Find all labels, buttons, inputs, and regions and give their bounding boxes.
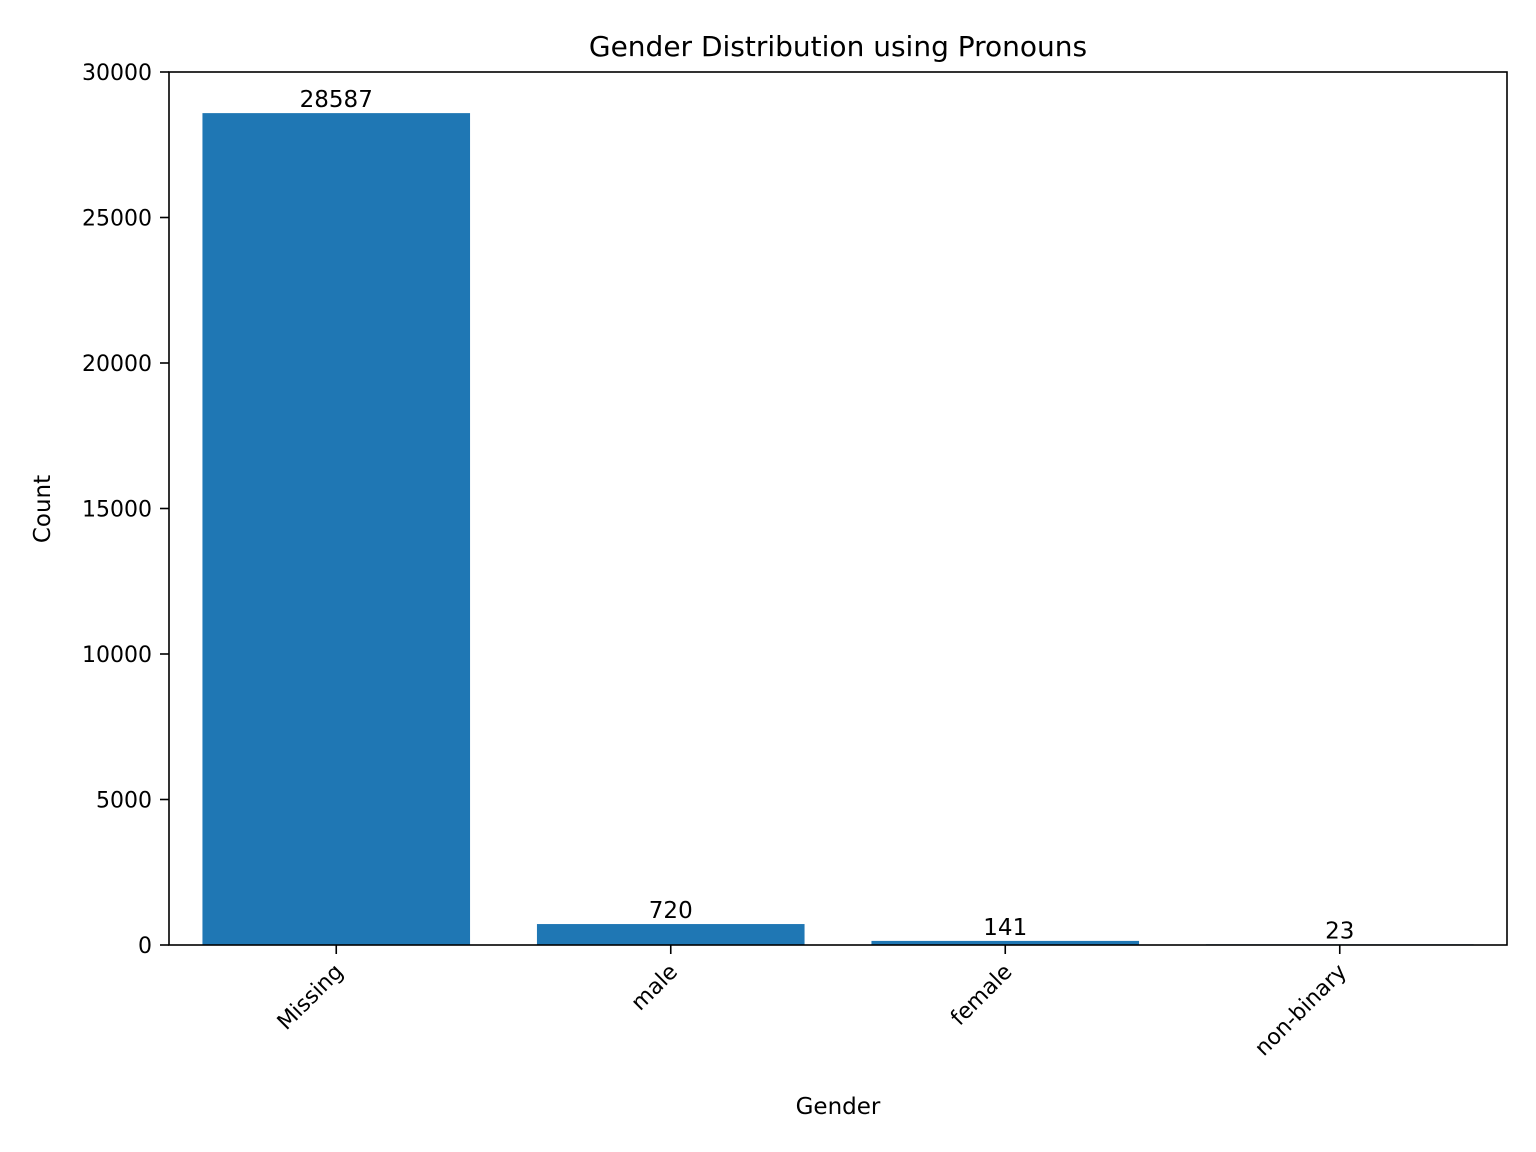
y-tick-label-25000: 25000 <box>82 207 152 232</box>
y-tick-label-15000: 15000 <box>82 498 152 523</box>
x-tick-label-non-binary: non-binary <box>1250 960 1352 1062</box>
y-tick-label-10000: 10000 <box>82 643 152 668</box>
x-tick-label-missing: Missing <box>273 960 349 1036</box>
chart-title: Gender Distribution using Pronouns <box>589 30 1087 63</box>
y-tick-label-0: 0 <box>138 934 152 959</box>
y-axis-title: Count <box>30 475 56 543</box>
y-tick-label-30000: 30000 <box>82 61 152 86</box>
x-tick-label-female: female <box>946 960 1017 1031</box>
data-label-non-binary: 23 <box>1325 918 1354 944</box>
bar-female <box>871 940 1140 945</box>
x-axis-title: Gender <box>796 1094 881 1120</box>
data-label-missing: 28587 <box>300 87 373 113</box>
data-label-male: 720 <box>649 898 693 924</box>
y-tick-label-20000: 20000 <box>82 352 152 377</box>
bar-missing <box>202 113 471 946</box>
x-tick-label-male: male <box>627 960 683 1016</box>
data-label-female: 141 <box>983 915 1027 941</box>
x-axis: Missing male female non-binary <box>273 945 1352 1061</box>
data-labels-group: 28587 720 141 23 <box>300 87 1355 944</box>
bar-male <box>536 924 805 945</box>
bars-group <box>202 113 1474 946</box>
y-axis: 0 5000 10000 15000 20000 25000 30000 <box>82 61 169 959</box>
y-tick-label-5000: 5000 <box>96 789 152 814</box>
